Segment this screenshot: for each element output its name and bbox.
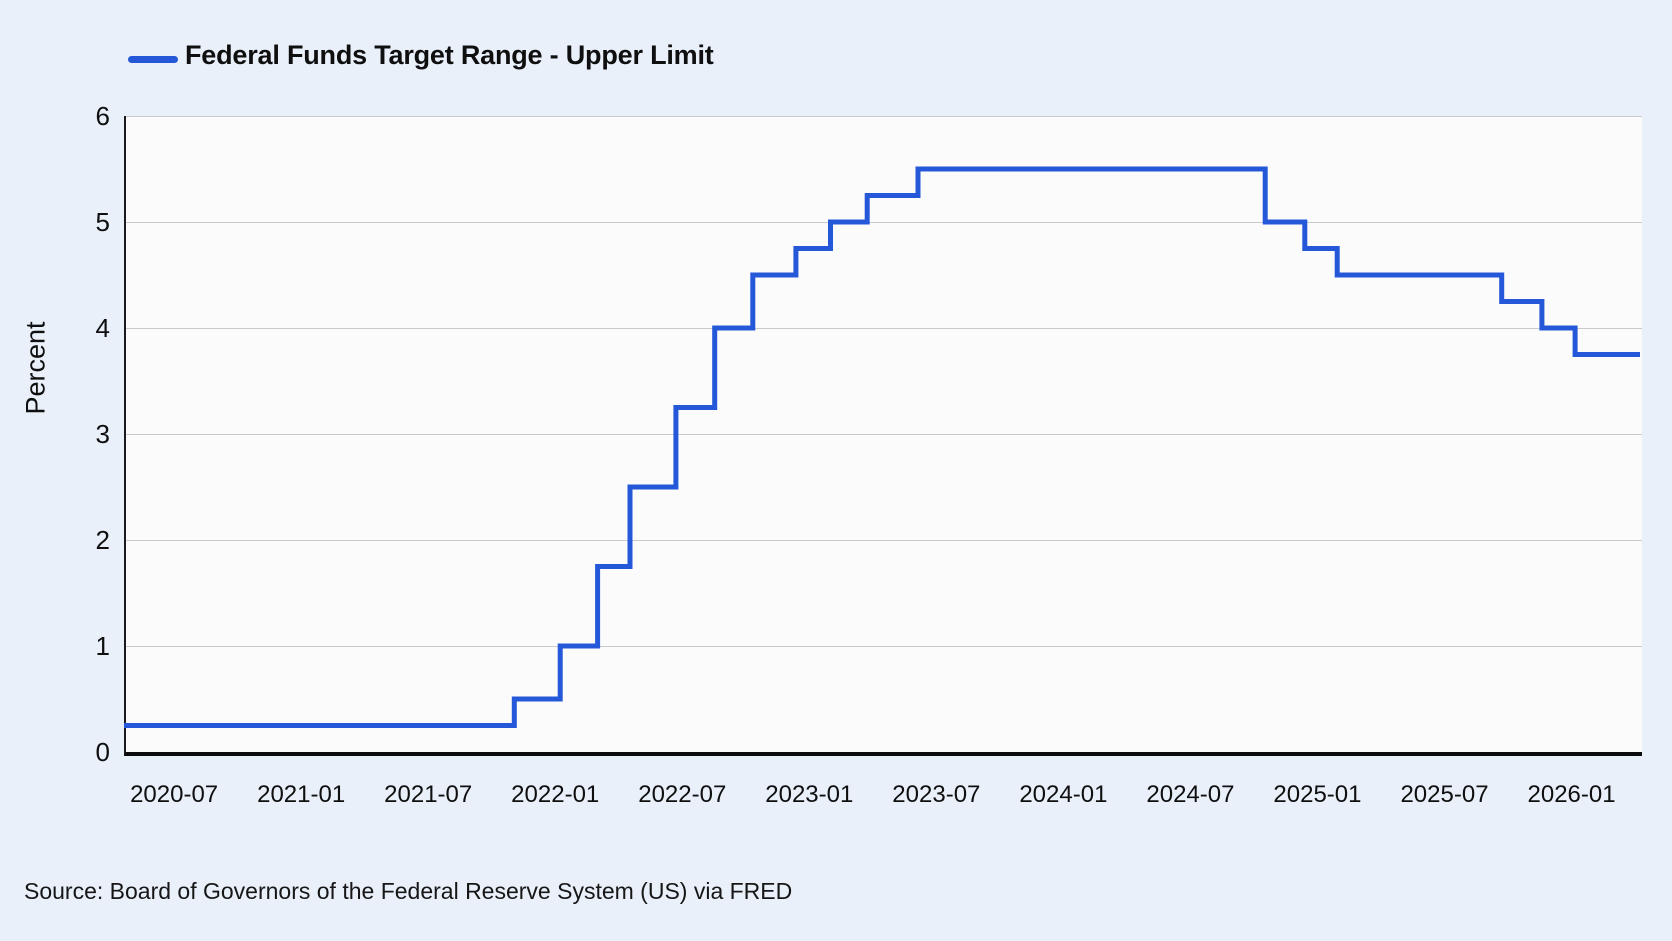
x-tick-label-2024-07: 2024-07 <box>1146 781 1235 808</box>
x-tick-label-2025-01: 2025-01 <box>1273 781 1362 808</box>
x-tick-label-2020-07: 2020-07 <box>130 781 219 808</box>
y-tick-label-2: 2 <box>95 525 110 555</box>
legend-line-swatch-icon <box>128 56 178 63</box>
source-note: Source: Board of Governors of the Federa… <box>24 878 793 904</box>
y-tick-label-0: 0 <box>95 737 110 767</box>
y-tick-label-1: 1 <box>95 631 110 661</box>
y-tick-label-4: 4 <box>95 313 110 343</box>
y-gridline-3 <box>126 434 1642 435</box>
y-tick-label-6: 6 <box>95 101 110 131</box>
x-tick-label-2022-01: 2022-01 <box>511 781 600 808</box>
x-tick-label-2023-07: 2023-07 <box>892 781 981 808</box>
x-tick-label-2022-07: 2022-07 <box>638 781 727 808</box>
legend-series-label: Federal Funds Target Range - Upper Limit <box>185 40 714 70</box>
plot-area <box>124 116 1642 756</box>
x-tick-label-2021-01: 2021-01 <box>257 781 346 808</box>
y-gridline-4 <box>126 328 1642 329</box>
x-tick-label-2025-07: 2025-07 <box>1400 781 1489 808</box>
x-tick-label-2024-01: 2024-01 <box>1019 781 1108 808</box>
x-tick-label-2021-07: 2021-07 <box>384 781 473 808</box>
y-gridline-1 <box>126 646 1642 647</box>
x-tick-label-2023-01: 2023-01 <box>765 781 854 808</box>
y-tick-label-3: 3 <box>95 419 110 449</box>
y-gridline-2 <box>126 540 1642 541</box>
y-gridline-5 <box>126 222 1642 223</box>
y-tick-label-5: 5 <box>95 207 110 237</box>
y-gridline-6 <box>126 116 1642 117</box>
x-tick-label-2026-01: 2026-01 <box>1527 781 1616 808</box>
